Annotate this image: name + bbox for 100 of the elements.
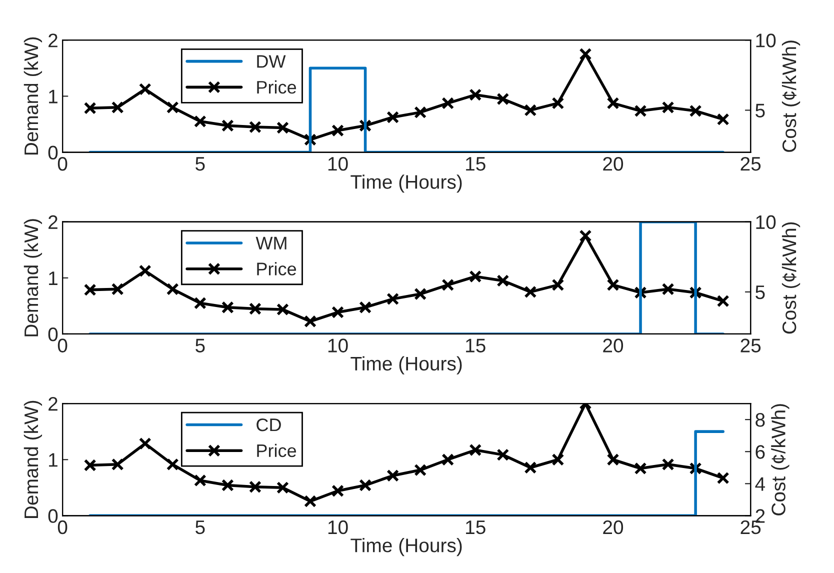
point — [552, 453, 564, 466]
point — [606, 278, 620, 292]
point — [469, 88, 482, 102]
point — [414, 106, 427, 119]
x-tick-label: 25 — [740, 338, 761, 352]
y-tick-label: 1 — [49, 90, 58, 104]
point — [248, 120, 262, 134]
x-axis-title: Time (Hours) — [350, 538, 462, 556]
x-tick-label: 15 — [466, 520, 486, 534]
point — [689, 104, 702, 118]
x-axis-title: Time (Hours) — [350, 356, 462, 374]
y2-axis-title: Cost (¢/kWh) — [782, 40, 800, 152]
x-axis-title: Time (Hours) — [350, 174, 462, 193]
point — [496, 274, 510, 287]
point — [469, 444, 482, 456]
point — [552, 96, 564, 110]
legend-label: WM — [256, 236, 286, 250]
point — [111, 101, 124, 114]
point — [194, 474, 206, 487]
point — [332, 124, 344, 137]
y2-axis-title: Cost (¢/kWh) — [771, 404, 790, 516]
point — [138, 437, 152, 450]
point — [304, 495, 316, 508]
x-tick-label: 20 — [603, 156, 624, 171]
y2-tick-label: 5 — [756, 286, 765, 300]
legend-label: Price — [257, 444, 296, 458]
point — [496, 448, 510, 462]
x-tick-label: 10 — [328, 156, 348, 171]
y-tick-label: 0 — [48, 509, 58, 523]
point — [579, 230, 592, 242]
legend-label: Price — [257, 80, 296, 94]
y-tick-label: 0 — [48, 146, 58, 160]
point — [524, 104, 537, 116]
point — [304, 315, 316, 328]
point — [332, 484, 344, 498]
x-tick-label: 20 — [603, 520, 624, 534]
point — [221, 301, 234, 314]
point — [552, 278, 564, 292]
legend-label: Price — [257, 262, 296, 276]
x-tick-label: 5 — [196, 520, 205, 534]
point — [276, 481, 289, 494]
point — [716, 294, 730, 308]
y-tick-label: 2 — [48, 34, 58, 48]
x-tick-label: 15 — [466, 157, 486, 171]
point — [606, 96, 620, 110]
x-tick-label: 5 — [196, 157, 205, 171]
point — [111, 282, 124, 296]
y-tick-label: 2 — [48, 397, 58, 411]
point — [84, 102, 96, 114]
point — [194, 115, 206, 128]
y-tick-label: 0 — [48, 327, 58, 342]
x-tick-label: 20 — [603, 338, 624, 352]
y-tick-label: 1 — [49, 272, 58, 285]
point — [386, 469, 400, 482]
legend-label: DW — [257, 55, 286, 68]
point — [276, 303, 289, 316]
x-tick-label: 15 — [466, 338, 486, 352]
point — [84, 284, 96, 296]
point — [524, 286, 537, 298]
point — [84, 458, 96, 472]
y2-tick-label: 6 — [756, 445, 765, 459]
point — [359, 479, 372, 492]
point — [386, 110, 400, 124]
point — [662, 101, 674, 114]
point — [276, 121, 289, 134]
y2-axis-title: Cost (¢/kWh) — [782, 222, 800, 334]
point — [166, 282, 179, 296]
point — [248, 302, 262, 315]
point — [386, 292, 400, 306]
x-tick-label: 5 — [196, 338, 205, 352]
point — [662, 458, 674, 471]
point — [138, 264, 152, 278]
point — [248, 480, 262, 494]
y2-tick-label: 10 — [756, 34, 776, 48]
y2-tick-label: 8 — [756, 413, 765, 427]
x-tick-label: 25 — [740, 156, 761, 171]
legend-label: CD — [256, 418, 281, 432]
point — [469, 270, 482, 283]
x-tick-label: 10 — [328, 338, 348, 352]
x-tick-label: 10 — [328, 520, 348, 534]
point — [496, 92, 510, 106]
point — [524, 461, 537, 474]
y-tick-label: 2 — [48, 215, 58, 229]
point — [579, 48, 592, 60]
y-axis-title: Demand (kW) — [24, 37, 42, 155]
point — [662, 282, 674, 296]
y-tick-label: 1 — [49, 453, 58, 467]
point — [194, 296, 206, 310]
y2-tick-label: 4 — [755, 477, 766, 491]
point — [634, 462, 647, 475]
point — [716, 472, 730, 484]
point — [606, 453, 620, 466]
point — [414, 464, 427, 476]
point — [166, 101, 179, 114]
point — [332, 306, 344, 319]
y-axis-title: Demand (kW) — [24, 400, 42, 518]
y-axis-title: Demand (kW) — [24, 219, 42, 336]
point — [221, 479, 234, 492]
point — [442, 278, 454, 292]
point — [221, 119, 234, 132]
